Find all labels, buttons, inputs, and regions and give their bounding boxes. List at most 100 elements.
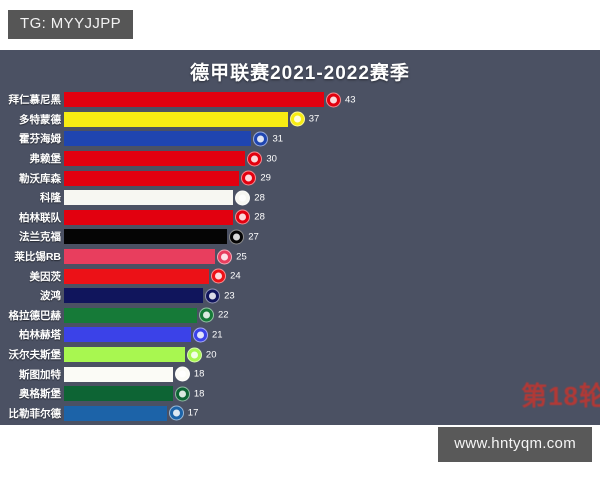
bar-segment bbox=[64, 268, 210, 284]
bar-chart-rows: 拜仁慕尼黑 43 多特蒙德 37 霍芬海姆 31 弗赖堡 30 勒沃库森 29 科隆 28 柏林联队 28… bbox=[0, 90, 600, 425]
bar-chart-row: 拜仁慕尼黑 43 bbox=[0, 90, 600, 110]
bar-chart-row: 奥格斯堡 18 bbox=[0, 384, 600, 404]
bar-track: 23 bbox=[64, 288, 600, 304]
bar-value-label: 18 bbox=[193, 388, 205, 400]
team-crest-inner bbox=[221, 253, 229, 261]
bar-chart-row: 比勒菲尔德 17 bbox=[0, 404, 600, 424]
bar-row-label: 柏林联队 bbox=[19, 211, 61, 224]
bar-row-label: 勒沃库森 bbox=[19, 172, 61, 185]
bar-chart-row: 科隆 28 bbox=[0, 188, 600, 208]
bar-segment bbox=[64, 366, 173, 382]
team-crest-inner bbox=[209, 292, 217, 300]
bar-row-label: 波鸿 bbox=[40, 290, 61, 303]
bar-row-label: 奥格斯堡 bbox=[19, 388, 61, 401]
team-crest-inner bbox=[196, 331, 204, 339]
bar-segment bbox=[64, 229, 228, 245]
team-crest-icon bbox=[186, 347, 202, 363]
team-crest-icon bbox=[211, 268, 227, 284]
team-crest-icon bbox=[326, 92, 341, 108]
bar-value-label: 21 bbox=[211, 329, 223, 341]
team-crest-icon bbox=[168, 405, 184, 421]
bar-value-label: 27 bbox=[248, 231, 259, 243]
bar-value-label: 28 bbox=[254, 211, 265, 223]
bar-row-label: 格拉德巴赫 bbox=[8, 309, 62, 322]
bar-chart-row: 勒沃库森 29 bbox=[0, 168, 600, 188]
team-crest-inner bbox=[203, 311, 211, 319]
team-crest-icon bbox=[253, 131, 269, 147]
team-crest-icon bbox=[192, 327, 208, 343]
team-crest-inner bbox=[178, 370, 186, 378]
bar-segment bbox=[64, 170, 240, 186]
bar-segment bbox=[64, 288, 204, 304]
bar-track: 37 bbox=[64, 111, 600, 127]
bar-segment bbox=[64, 111, 288, 127]
bar-chart-row: 格拉德巴赫 22 bbox=[0, 306, 600, 326]
bar-value-label: 28 bbox=[254, 192, 265, 204]
team-crest-inner bbox=[239, 194, 247, 202]
team-crest-inner bbox=[293, 115, 301, 123]
bar-value-label: 20 bbox=[205, 349, 217, 361]
team-crest-icon bbox=[247, 151, 263, 167]
bar-segment bbox=[64, 307, 198, 323]
bar-segment bbox=[64, 209, 234, 225]
bar-track: 25 bbox=[64, 249, 600, 265]
bar-chart-row: 霍芬海姆 31 bbox=[0, 129, 600, 149]
team-crest-icon bbox=[174, 386, 190, 402]
team-crest-icon bbox=[235, 209, 251, 225]
team-crest-inner bbox=[215, 272, 223, 280]
bar-row-label: 拜仁慕尼黑 bbox=[8, 94, 62, 107]
bar-value-label: 18 bbox=[193, 368, 205, 380]
bar-track: 27 bbox=[64, 229, 600, 245]
bar-chart-row: 沃尔夫斯堡 20 bbox=[0, 345, 600, 365]
bar-value-label: 24 bbox=[230, 270, 241, 282]
bar-value-label: 31 bbox=[272, 133, 284, 145]
bar-segment bbox=[64, 405, 167, 421]
bar-value-label: 43 bbox=[345, 94, 356, 106]
bar-track: 31 bbox=[64, 131, 600, 147]
bar-segment bbox=[64, 131, 252, 147]
team-crest-icon bbox=[235, 190, 251, 206]
bar-row-label: 多特蒙德 bbox=[19, 113, 61, 126]
team-crest-inner bbox=[178, 390, 186, 398]
team-crest-inner bbox=[190, 351, 198, 359]
bar-value-label: 22 bbox=[218, 309, 229, 321]
bar-chart-row: 柏林赫塔 21 bbox=[0, 325, 600, 345]
bar-row-label: 沃尔夫斯堡 bbox=[8, 349, 62, 362]
team-crest-inner bbox=[239, 213, 247, 221]
bar-value-label: 17 bbox=[187, 407, 199, 419]
bar-row-label: 美因茨 bbox=[29, 270, 62, 283]
bar-row-label: 科隆 bbox=[40, 192, 61, 205]
team-crest-icon bbox=[205, 288, 221, 304]
bar-value-label: 23 bbox=[224, 290, 235, 302]
bar-track: 22 bbox=[64, 307, 600, 323]
bar-track: 18 bbox=[64, 366, 600, 382]
bar-track: 29 bbox=[64, 170, 600, 186]
page-title: 德甲联赛2021-2022赛季 bbox=[190, 63, 410, 84]
team-crest-inner bbox=[330, 96, 337, 104]
bar-chart-row: 莱比锡RB 25 bbox=[0, 247, 600, 267]
bar-segment bbox=[64, 327, 191, 343]
bar-track: 30 bbox=[64, 151, 600, 167]
team-crest-icon bbox=[174, 366, 190, 382]
team-crest-inner bbox=[251, 155, 259, 163]
chart-panel: 德甲联赛2021-2022赛季 拜仁慕尼黑 43 多特蒙德 37 霍芬海姆 31 弗赖堡 30… bbox=[0, 50, 600, 425]
bar-chart-row: 柏林联队 28 bbox=[0, 208, 600, 228]
bar-segment bbox=[64, 92, 324, 108]
bar-value-label: 29 bbox=[260, 172, 271, 184]
bar-chart-row: 美因茨 24 bbox=[0, 266, 600, 286]
team-crest-icon bbox=[199, 307, 215, 323]
bar-segment bbox=[64, 386, 173, 402]
team-crest-inner bbox=[245, 174, 253, 182]
bar-track: 28 bbox=[64, 190, 600, 206]
bar-track: 24 bbox=[64, 268, 600, 284]
bar-row-label: 弗赖堡 bbox=[29, 153, 62, 166]
bar-chart-row: 弗赖堡 30 bbox=[0, 149, 600, 169]
bar-row-label: 莱比锡RB bbox=[14, 251, 61, 264]
bar-chart-row: 波鸿 23 bbox=[0, 286, 600, 306]
bar-track: 18 bbox=[64, 386, 600, 402]
bar-row-label: 法兰克福 bbox=[19, 231, 61, 244]
bar-row-label: 霍芬海姆 bbox=[19, 133, 61, 146]
tg-watermark-badge: TG: MYYJJPP bbox=[8, 10, 134, 39]
bar-row-label: 比勒菲尔德 bbox=[8, 407, 62, 420]
